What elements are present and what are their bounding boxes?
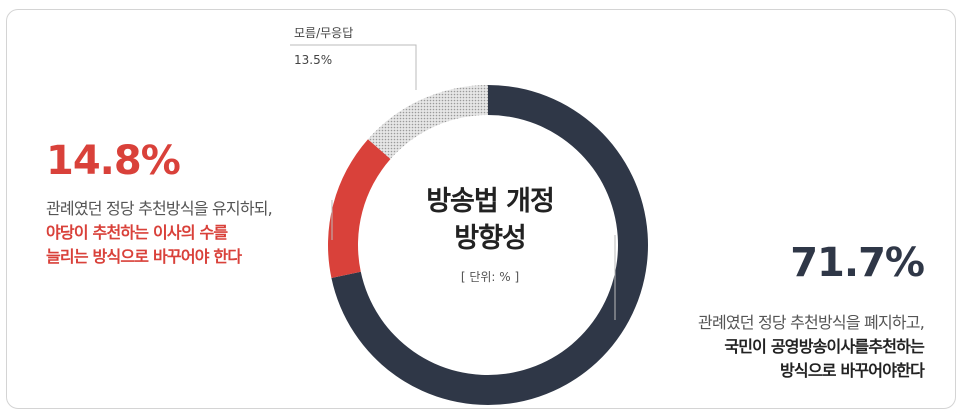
slice-dont-know xyxy=(367,85,488,160)
slice-value-dont-know: 13.5% xyxy=(294,53,333,67)
chart-title-line-2: 방향성 xyxy=(454,223,527,254)
slice-desc-keep-line-1: 관례였던 정당 추천방식을 유지하되, xyxy=(46,199,273,218)
slice-desc-abolish-line-2: 국민이 공영방송이사를추천하는 xyxy=(724,337,924,356)
chart-title-line-1: 방송법 개정 xyxy=(426,186,555,217)
chart-card xyxy=(6,9,956,409)
slice-desc-keep-line-3: 늘리는 방식으로 바꾸어야 한다 xyxy=(46,247,242,266)
slice-value-keep: 14.8% xyxy=(46,138,181,184)
slice-value-abolish: 71.7% xyxy=(790,240,925,286)
leader-line-dont-know xyxy=(290,44,417,90)
chart-title: 방송법 개정 방향성 xyxy=(380,183,600,257)
slice-desc-abolish-line-3: 방식으로 바꾸어야한다 xyxy=(780,361,925,380)
slice-desc-keep-line-2: 야당이 추천하는 이사의 수를 xyxy=(46,223,228,242)
slice-label-dont-know: 모름/무응답 xyxy=(294,26,354,40)
slice-desc-keep: 관례였던 정당 추천방식을 유지하되, 야당이 추천하는 이사의 수를 늘리는 … xyxy=(46,197,273,269)
slice-desc-abolish-line-1: 관례였던 정당 추천방식을 폐지하고, xyxy=(698,313,925,332)
slice-keep xyxy=(328,139,391,278)
slice-desc-abolish: 관례였던 정당 추천방식을 폐지하고, 국민이 공영방송이사를추천하는 방식으로… xyxy=(698,311,925,383)
unit-label: [ 단위: % ] xyxy=(460,270,520,284)
